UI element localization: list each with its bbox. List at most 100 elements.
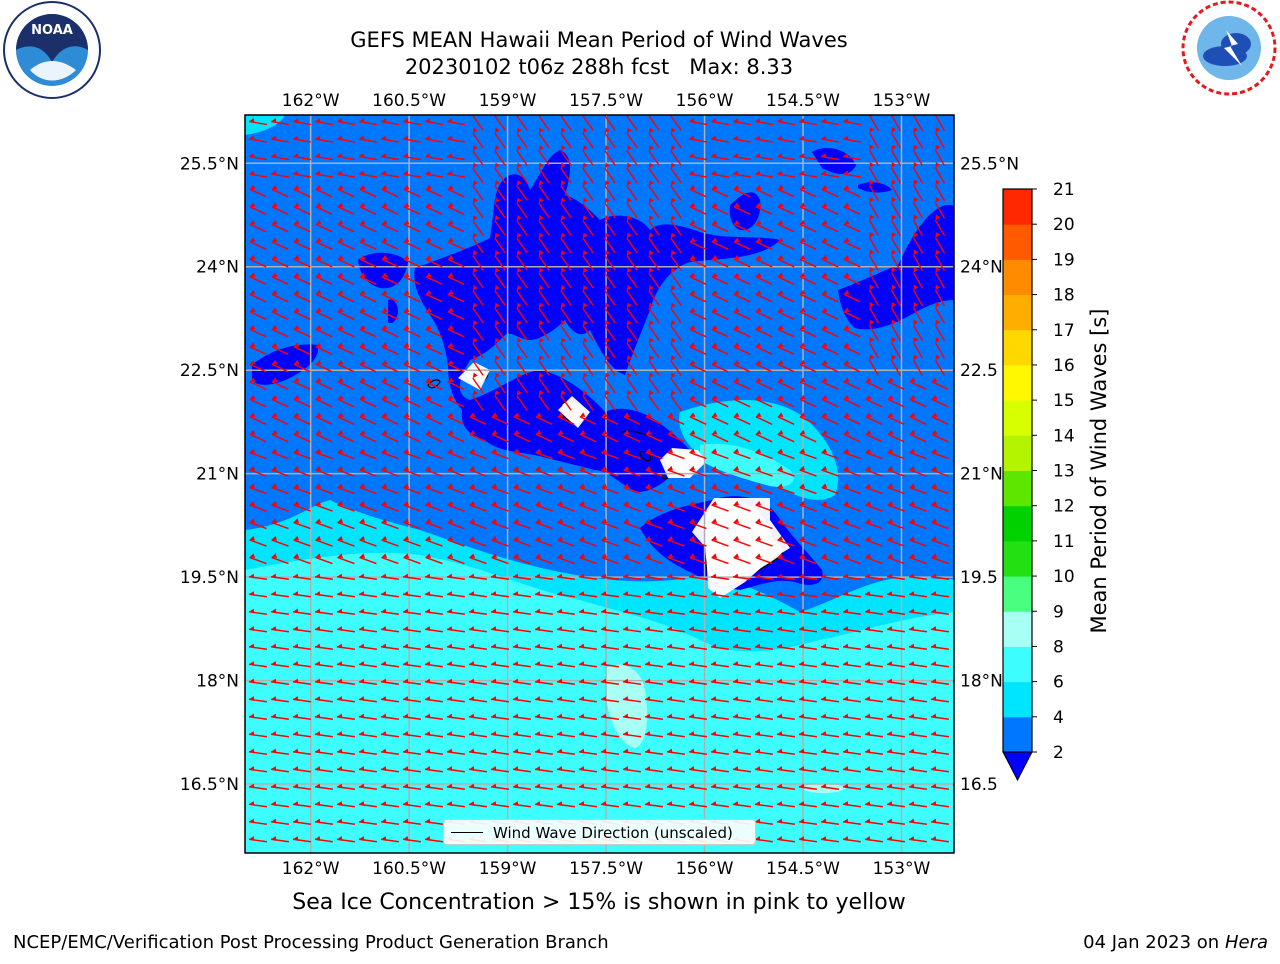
wave-arrow — [381, 153, 399, 161]
wave-arrow — [934, 337, 946, 359]
wave-arrow — [271, 135, 289, 143]
legend-label: Wind Wave Direction (unscaled) — [493, 824, 733, 842]
wave-arrow — [799, 465, 817, 477]
wave-arrow — [908, 643, 928, 650]
wave-arrow — [821, 289, 839, 303]
wave-arrow — [820, 836, 840, 843]
wave-arrow — [930, 766, 950, 773]
wave-arrow — [670, 320, 682, 341]
wave-arrow — [472, 232, 484, 254]
wave-arrow — [425, 135, 443, 143]
wave-arrow — [604, 267, 616, 289]
colorbar-tick-label: 8 — [1053, 637, 1064, 657]
wave-arrow — [293, 553, 311, 565]
wave-arrow — [534, 801, 554, 808]
wave-arrow — [314, 801, 334, 808]
wave-arrow — [472, 180, 484, 201]
wave-arrow — [513, 483, 531, 495]
wave-arrow — [755, 118, 773, 126]
wave-arrow — [689, 289, 707, 303]
wave-arrow — [820, 713, 840, 720]
wave-arrow — [912, 302, 924, 324]
wave-arrow — [733, 170, 751, 178]
wave-arrow — [688, 643, 708, 650]
wave-arrow — [403, 254, 421, 268]
wave-arrow — [270, 643, 290, 650]
wave-arrow — [868, 144, 880, 167]
wave-arrow — [402, 696, 422, 703]
wave-arrow — [579, 518, 597, 530]
wave-arrow — [249, 359, 267, 373]
wave-arrow — [689, 202, 707, 215]
wave-arrow — [755, 342, 773, 355]
wave-arrow — [604, 145, 616, 166]
wave-arrow — [843, 324, 861, 338]
wave-arrow — [512, 801, 532, 808]
wave-arrow — [711, 483, 729, 495]
wave-arrow — [446, 608, 466, 615]
wave-arrow — [512, 713, 532, 720]
colorbar-under-extension — [1002, 751, 1033, 782]
wave-arrow — [799, 118, 817, 126]
wave-arrow — [516, 127, 528, 149]
wave-arrow — [733, 448, 751, 460]
wave-arrow — [930, 818, 950, 825]
wave-arrow — [601, 518, 619, 530]
wave-arrow — [798, 626, 818, 633]
wave-arrow — [601, 448, 619, 460]
wave-arrow — [494, 320, 506, 341]
wave-arrow — [314, 696, 334, 703]
wave-arrow — [645, 500, 663, 512]
wave-arrow — [667, 535, 685, 547]
wave-arrow — [425, 429, 443, 443]
wave-arrow — [799, 272, 817, 285]
wave-arrow — [424, 661, 444, 668]
wave-arrow — [425, 518, 443, 530]
wave-arrow — [271, 272, 289, 285]
wave-arrow — [842, 748, 862, 755]
wave-arrow — [688, 626, 708, 633]
wave-arrow — [755, 359, 773, 373]
colorbar-tick-label: 9 — [1053, 602, 1064, 622]
wave-arrow — [556, 783, 576, 790]
wave-arrow — [557, 465, 575, 477]
wave-arrow — [336, 731, 356, 738]
wave-arrow — [821, 254, 839, 268]
wave-arrow — [424, 591, 444, 598]
wave-arrow — [799, 518, 817, 530]
wave-arrow — [667, 500, 685, 512]
wave-arrow — [381, 342, 399, 355]
colorbar-segment — [1003, 435, 1032, 471]
wave-arrow — [623, 518, 641, 530]
lat-tick-left: 21°N — [196, 465, 239, 485]
wave-arrow — [864, 713, 884, 720]
wave-arrow — [271, 500, 289, 512]
wave-arrow — [865, 535, 883, 547]
wave-arrow — [424, 643, 444, 650]
wave-arrow — [336, 766, 356, 773]
wave-arrow — [293, 359, 311, 373]
wave-arrow — [864, 696, 884, 703]
wave-arrow — [710, 696, 730, 703]
wave-arrow — [626, 320, 638, 341]
wave-arrow — [689, 219, 707, 233]
wave-arrow — [689, 535, 707, 547]
wave-arrow — [930, 783, 950, 790]
wave-arrow — [755, 170, 773, 178]
wave-arrow — [472, 355, 484, 376]
wave-arrow — [293, 394, 311, 408]
colorbar-segment — [1003, 576, 1032, 612]
wave-arrow — [733, 202, 751, 215]
wave-arrow — [314, 591, 334, 598]
wave-arrow — [755, 483, 773, 495]
wave-arrow — [534, 608, 554, 615]
wave-arrow — [315, 518, 333, 530]
wave-arrow — [604, 197, 616, 219]
wave-arrow — [472, 320, 484, 341]
wave-arrow — [799, 219, 817, 233]
period-under-2-patch-a — [388, 299, 398, 324]
wave-arrow — [777, 342, 795, 355]
wave-arrow — [601, 429, 619, 443]
wave-arrow — [403, 535, 421, 547]
